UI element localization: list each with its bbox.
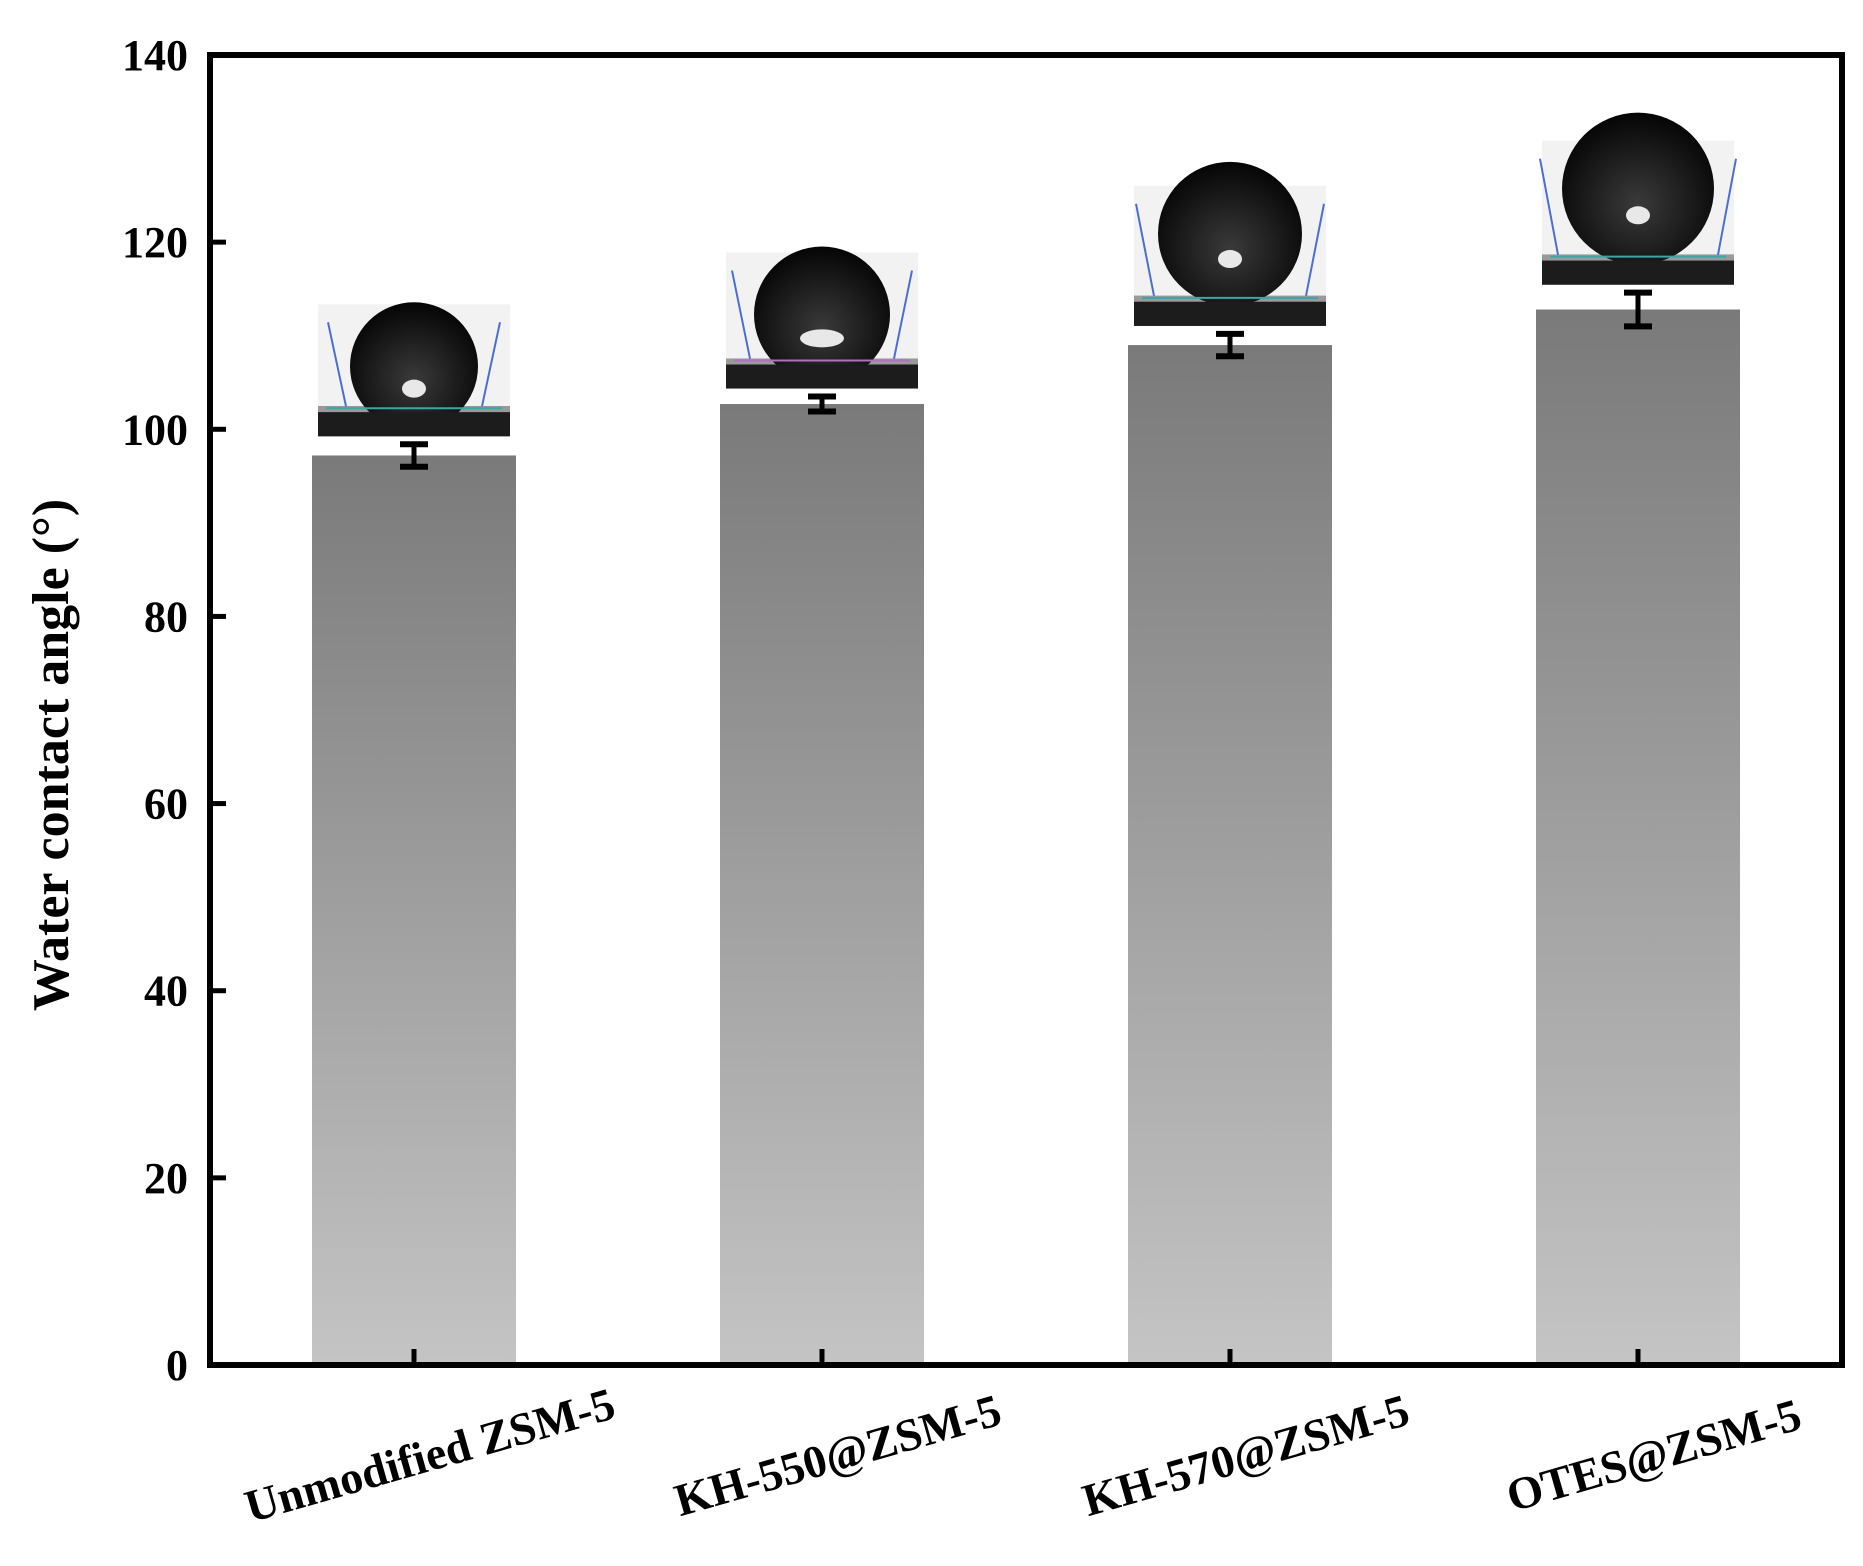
error-bars: [400, 289, 1652, 470]
y-tick-label: 20: [144, 1154, 188, 1203]
x-category-label: KH-550@ZSM-5: [669, 1384, 1007, 1526]
bar-1: [312, 455, 516, 1362]
y-tick-label: 0: [166, 1341, 188, 1390]
x-category-label: Unmodified ZSM-5: [239, 1378, 620, 1532]
y-tick-label: 140: [122, 31, 188, 80]
water-droplet-image: [1134, 161, 1326, 326]
x-category-label: KH-570@ZSM-5: [1077, 1384, 1415, 1526]
y-axis-title: Water contact angle (°): [23, 499, 80, 1011]
water-droplet-image: [726, 246, 918, 389]
bar-4: [1536, 309, 1740, 1362]
plot-frame: [207, 52, 1845, 1368]
droplet-insets: [318, 112, 1737, 437]
bar-3: [1128, 345, 1332, 1363]
water-droplet-image: [1539, 112, 1737, 285]
error-bar-1: [400, 441, 428, 470]
bar-2: [720, 404, 924, 1362]
y-tick-label: 60: [144, 780, 188, 829]
error-bar-4: [1624, 289, 1652, 330]
y-tick-label: 120: [122, 218, 188, 267]
error-bar-2: [808, 393, 836, 415]
x-category-label: OTES@ZSM-5: [1501, 1389, 1807, 1522]
y-tick-label: 100: [122, 405, 188, 454]
y-axis: 0 20 40 60 80 100 120 140: [122, 31, 226, 1390]
water-droplet-image: [318, 302, 510, 437]
x-axis: Unmodified ZSM-5 KH-550@ZSM-5 KH-570@ZSM-5…: [239, 1349, 1807, 1532]
y-tick-label: 80: [144, 592, 188, 641]
error-bar-3: [1216, 330, 1244, 360]
bars: [312, 309, 1740, 1363]
y-tick-label: 40: [144, 967, 188, 1016]
